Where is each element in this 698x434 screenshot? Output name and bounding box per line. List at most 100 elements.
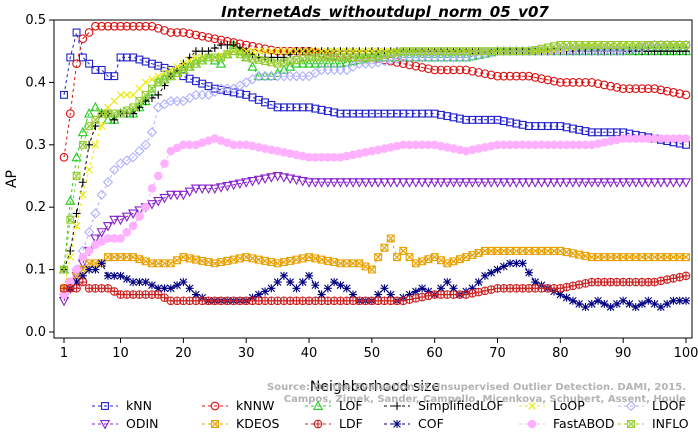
data-point-fastabod xyxy=(78,252,88,262)
data-point-cof xyxy=(631,303,640,312)
data-point-odin xyxy=(618,178,629,188)
data-point-knnw xyxy=(442,65,452,75)
data-point-odin xyxy=(536,178,547,188)
data-point-knnw xyxy=(650,84,659,93)
data-point-inflo xyxy=(550,42,559,51)
data-point-kdeos xyxy=(418,257,427,266)
data-point-cof xyxy=(663,299,672,308)
data-point-inflo xyxy=(682,41,690,49)
series-simplifiedlof xyxy=(60,40,690,274)
data-point-fastabod xyxy=(135,212,144,221)
data-point-lof xyxy=(316,58,327,68)
data-point-cof xyxy=(279,271,288,280)
data-point-ldof xyxy=(241,77,252,88)
data-point-inflo xyxy=(173,69,182,77)
data-point-odin xyxy=(530,178,541,188)
data-point-loop xyxy=(330,47,338,55)
data-point-kdeos xyxy=(279,258,288,267)
data-point-odin xyxy=(335,178,346,188)
data-point-loop xyxy=(185,56,194,65)
data-point-knnw xyxy=(135,21,144,31)
data-point-inflo xyxy=(78,140,87,149)
data-point-inflo xyxy=(531,46,540,54)
data-point-knn xyxy=(85,59,94,68)
data-point-loop xyxy=(179,59,188,68)
data-point-inflo xyxy=(543,43,552,52)
data-point-loop xyxy=(192,53,200,62)
data-point-loop xyxy=(324,47,332,55)
data-point-odin xyxy=(272,172,283,182)
data-point-knnw xyxy=(581,78,590,87)
data-point-inflo xyxy=(198,56,207,65)
data-point-lof xyxy=(329,58,340,68)
data-point-fastabod xyxy=(160,159,169,168)
data-point-knnw xyxy=(65,109,75,118)
data-point-fastabod xyxy=(128,221,138,231)
data-point-kdeos xyxy=(449,257,458,266)
legend-marker-lof xyxy=(312,400,324,410)
data-point-knnw xyxy=(248,41,257,51)
data-point-inflo xyxy=(66,215,75,224)
series-ldf xyxy=(59,271,691,306)
data-point-odin xyxy=(548,178,560,188)
data-point-loop xyxy=(342,47,351,55)
data-point-odin xyxy=(159,193,170,204)
data-point-odin xyxy=(586,178,597,188)
data-point-knnw xyxy=(160,26,169,35)
data-point-cof xyxy=(675,296,684,305)
y-axis-label: AP xyxy=(4,170,20,188)
data-point-knnw xyxy=(662,86,672,96)
data-point-knnw xyxy=(436,65,446,75)
data-point-knnw xyxy=(103,21,113,31)
data-point-kdeos xyxy=(393,253,401,262)
data-point-odin xyxy=(555,178,566,188)
data-point-knnw xyxy=(147,21,157,31)
data-point-odin xyxy=(234,179,246,190)
data-point-cof xyxy=(85,265,94,274)
data-point-knnw xyxy=(530,73,540,82)
chart-title: InternetAds_withoutdupl_norm_05_v07 xyxy=(221,3,549,21)
data-point-odin xyxy=(442,178,453,188)
data-point-knnw xyxy=(78,34,88,44)
data-point-odin xyxy=(511,178,522,188)
data-point-inflo xyxy=(129,103,138,112)
data-point-odin xyxy=(680,178,692,188)
series-odin xyxy=(58,172,692,307)
data-point-fastabod xyxy=(116,234,125,243)
data-point-cof xyxy=(254,290,263,299)
data-point-cof xyxy=(531,278,540,287)
data-point-cof xyxy=(644,296,653,305)
data-point-kdeos xyxy=(462,253,471,262)
data-point-odin xyxy=(611,178,623,188)
data-point-odin xyxy=(492,178,503,188)
y-axis: 0.0 0.1 0.2 0.3 0.4 0.5 xyxy=(25,13,55,340)
legend-label-kdeos: KDEOS xyxy=(236,416,280,431)
data-point-inflo xyxy=(367,53,376,62)
x-tick-label: 30 xyxy=(238,346,255,361)
data-point-knnw xyxy=(91,21,100,31)
data-point-odin xyxy=(523,178,535,188)
data-point-odin xyxy=(655,178,666,188)
data-point-odin xyxy=(310,178,321,188)
data-point-cof xyxy=(499,262,508,271)
data-point-cof xyxy=(311,281,320,290)
legend-label-odin: ODIN xyxy=(126,416,159,431)
data-point-knn xyxy=(72,28,81,37)
data-point-odin xyxy=(517,178,528,188)
data-point-knnw xyxy=(512,71,521,81)
legend-item-loop: LoOP xyxy=(519,398,585,413)
data-point-cof xyxy=(562,293,571,302)
data-point-odin xyxy=(316,178,327,188)
data-point-inflo xyxy=(135,97,144,106)
data-point-knnw xyxy=(197,31,207,41)
data-point-cof xyxy=(336,281,345,290)
data-point-simplifiedlof xyxy=(210,44,219,53)
legend-marker-inflo xyxy=(627,420,635,428)
data-point-odin xyxy=(165,190,176,201)
data-point-knnw xyxy=(424,64,433,74)
data-point-loop xyxy=(217,51,225,60)
data-point-knnw xyxy=(593,79,603,88)
data-point-lof xyxy=(77,126,88,137)
data-point-odin xyxy=(643,178,654,188)
legend-label-fastabod: FastABOD xyxy=(553,416,615,431)
